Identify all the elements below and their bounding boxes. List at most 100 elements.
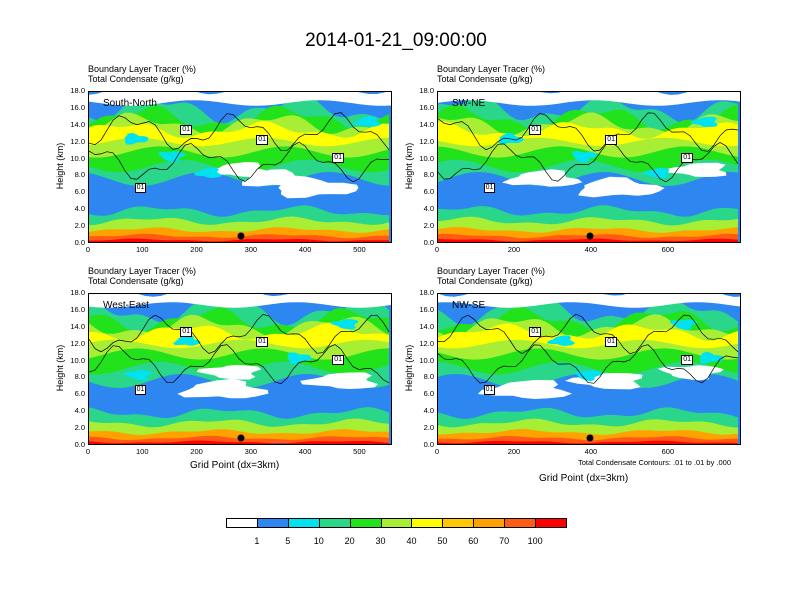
region-label: West-East: [103, 300, 149, 311]
x-tick-label: 500: [353, 447, 366, 456]
y-tick-label: 12.0: [70, 136, 85, 146]
condensate-contour: [438, 112, 739, 152]
condensate-contour: [89, 344, 390, 385]
colorbar-label: 1: [254, 536, 260, 546]
tracer-patch: [330, 319, 359, 330]
clear-air-gap: [501, 169, 583, 187]
colorbar-swatch: [504, 518, 537, 528]
contour-label: 01: [529, 125, 541, 136]
y-tick-label: 14.0: [70, 321, 85, 331]
clear-air-gap: [300, 372, 379, 389]
condensate-contour: [89, 112, 390, 152]
clear-air-gap: [204, 162, 272, 177]
boundary-layer-band: [89, 238, 389, 242]
contour-label: 01: [529, 327, 541, 338]
tracer-field-svg: [438, 92, 740, 242]
panel-title-tracer: Boundary Layer Tracer (%): [437, 266, 546, 276]
condensate-contour: [89, 314, 390, 354]
cross-section-panel-west-east: West-East 01 01 01 01: [88, 293, 392, 445]
x-tick-label: 100: [136, 245, 149, 254]
tracer-band-upper: [89, 323, 389, 349]
location-marker: [586, 232, 594, 240]
y-tick-label: 6.0: [423, 187, 434, 197]
x-tick-label: 0: [434, 447, 440, 456]
contour-label: 01: [332, 152, 344, 163]
cross-section-panel-south-north: South-North 01 01 01 01: [88, 91, 392, 243]
boundary-layer-band: [438, 440, 738, 444]
x-tick-label: 400: [584, 447, 598, 456]
x-tick-label: 300: [244, 245, 258, 254]
y-tick-label: 4.0: [74, 204, 85, 214]
colorbar-swatch: [380, 518, 413, 528]
y-tick-label: 0.0: [74, 440, 85, 449]
x-tick-label: 100: [136, 447, 149, 456]
y-tick-label: 16.0: [419, 304, 434, 314]
y-axis-label: Height (km): [55, 344, 65, 392]
panel-title-condensate: Total Condensate (g/kg): [88, 74, 184, 84]
y-tick-label: 12.0: [419, 136, 434, 146]
tracer-patch: [669, 319, 698, 331]
panel-title-tracer: Boundary Layer Tracer (%): [88, 266, 197, 276]
colorbar-label: 5: [285, 536, 291, 546]
x-tick-label: 600: [661, 245, 675, 254]
y-tick-label: 16.0: [70, 304, 85, 314]
tracer-patch: [287, 352, 312, 365]
panel-title-tracer: Boundary Layer Tracer (%): [88, 64, 197, 74]
region-label: NW-SE: [452, 300, 486, 311]
colorbar-label: 60: [468, 536, 479, 546]
y-tick-label: 4.0: [74, 406, 85, 416]
clear-air-gap: [278, 176, 359, 199]
y-tick-label: 2.0: [74, 221, 85, 231]
contour-label: 01: [134, 385, 147, 396]
colorbar: [226, 518, 567, 530]
y-tick-label: 6.0: [74, 187, 85, 197]
y-tick-label: 16.0: [70, 102, 85, 112]
y-tick-label: 2.0: [423, 423, 434, 433]
clear-air-gap: [477, 379, 573, 399]
tracer-patch: [173, 334, 201, 346]
contour-label: 01: [332, 354, 344, 365]
x-tick-label: 200: [507, 447, 521, 456]
x-tick-label: 600: [661, 447, 675, 456]
tracer-patch: [124, 132, 149, 145]
y-axis-label: Height (km): [55, 142, 65, 190]
x-tick-label: 200: [190, 447, 203, 456]
tracer-field-svg: [438, 294, 740, 444]
y-tick-label: 2.0: [74, 423, 85, 433]
y-tick-label: 14.0: [419, 119, 434, 129]
tracer-patch: [572, 150, 598, 163]
y-tick-label: 4.0: [423, 204, 434, 214]
tracer-patch: [352, 116, 382, 127]
cross-section-panel-sw-ne: SW-NE 01 01 01 01: [437, 91, 741, 243]
contour-label: 01: [605, 134, 617, 145]
y-tick-label: 10.0: [70, 355, 85, 365]
y-tick-label: 8.0: [423, 170, 434, 180]
upper-clear-region: [89, 92, 391, 106]
y-tick-label: 14.0: [419, 321, 434, 331]
colorbar-swatch: [411, 518, 444, 528]
location-marker: [586, 434, 594, 442]
contour-label: 01: [483, 183, 496, 194]
contour-note: Total Condensate Contours: .01 to .01 by…: [578, 458, 732, 467]
cross-section-panel-nw-se: NW-SE 01 01 01 01: [437, 293, 741, 445]
x-tick-label: 200: [507, 245, 521, 254]
colorbar-swatch: [287, 518, 320, 528]
x-tick-label: 0: [434, 245, 440, 254]
clear-air-gap: [662, 162, 727, 177]
tracer-patch: [690, 116, 718, 127]
tracer-field-svg: [89, 294, 391, 444]
y-tick-label: 2.0: [423, 221, 434, 231]
contour-label: 01: [180, 327, 192, 338]
upper-clear-region: [89, 294, 391, 308]
location-marker: [237, 232, 245, 240]
clear-air-gap: [196, 365, 262, 380]
y-axis-label: Height (km): [404, 344, 414, 392]
x-tick-label: 400: [298, 245, 312, 254]
region-label: SW-NE: [452, 98, 486, 109]
location-marker: [237, 434, 245, 442]
condensate-contour: [438, 313, 739, 355]
tracer-patch: [574, 370, 602, 382]
contour-label: 01: [483, 385, 496, 396]
colorbar-swatch: [349, 518, 382, 528]
colorbar-label: 40: [406, 536, 417, 546]
